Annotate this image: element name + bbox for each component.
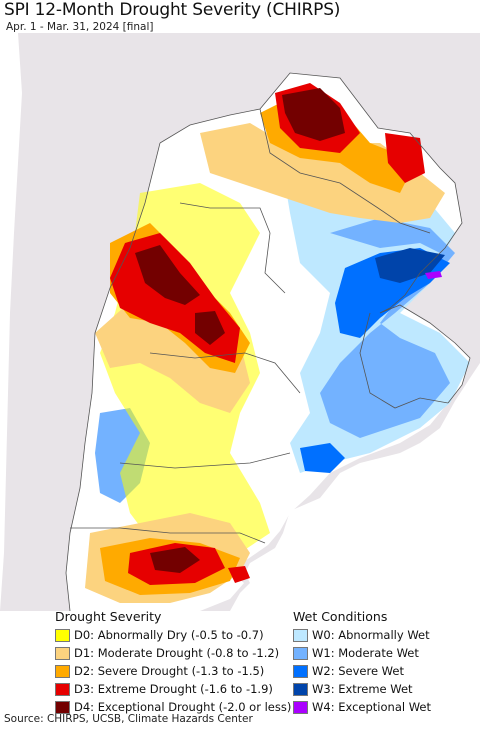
legend-item-d0: D0: Abnormally Dry (-0.5 to -0.7) <box>55 626 291 644</box>
drought-d4-north <box>282 88 345 141</box>
drought-d4-central <box>195 311 225 345</box>
wet-legend: W0: Abnormally Wet W1: Moderate Wet W2: … <box>293 626 431 716</box>
ocean-area <box>230 363 480 611</box>
legend-label-w2: W2: Severe Wet <box>312 664 404 678</box>
map-subtitle: Apr. 1 - Mar. 31, 2024 [final] <box>6 21 154 33</box>
legend-item-d1: D1: Moderate Drought (-0.8 to -1.2) <box>55 644 291 662</box>
legend-item-w3: W3: Extreme Wet <box>293 680 431 698</box>
boundary-lines <box>65 72 471 611</box>
drought-legend: D0: Abnormally Dry (-0.5 to -0.7) D1: Mo… <box>55 626 291 716</box>
legend-label-w4: W4: Exceptional Wet <box>312 700 431 714</box>
legend-item-w2: W2: Severe Wet <box>293 662 431 680</box>
legend-item-d2: D2: Severe Drought (-1.3 to -1.5) <box>55 662 291 680</box>
legend-swatch-d1 <box>55 646 70 660</box>
legend-item-w4: W4: Exceptional Wet <box>293 698 431 716</box>
legend-item-w1: W1: Moderate Wet <box>293 644 431 662</box>
legend-swatch-d4 <box>55 700 70 714</box>
legend-label-d3: D3: Extreme Drought (-1.6 to -1.9) <box>74 682 273 696</box>
legend-label-w0: W0: Abnormally Wet <box>312 628 430 642</box>
pacific-ocean <box>0 33 22 611</box>
legend-swatch-d2 <box>55 664 70 678</box>
source-credit: Source: CHIRPS, UCSB, Climate Hazards Ce… <box>4 713 253 725</box>
legend-swatch-w3 <box>293 682 308 696</box>
legend-swatch-w0 <box>293 628 308 642</box>
legend-label-d2: D2: Severe Drought (-1.3 to -1.5) <box>74 664 265 678</box>
drought-legend-title: Drought Severity <box>55 609 162 624</box>
legend-item-w0: W0: Abnormally Wet <box>293 626 431 644</box>
legend-label-d4: D4: Exceptional Drought (-2.0 or less) <box>74 700 292 714</box>
legend-swatch-w2 <box>293 664 308 678</box>
legend-item-d4: D4: Exceptional Drought (-2.0 or less) <box>55 698 291 716</box>
legend-swatch-w1 <box>293 646 308 660</box>
legend-swatch-w4 <box>293 700 308 714</box>
legend-swatch-d3 <box>55 682 70 696</box>
map-title: SPI 12-Month Drought Severity (CHIRPS) <box>4 0 341 20</box>
drought-d4-south <box>150 547 200 573</box>
legend-label-d1: D1: Moderate Drought (-0.8 to -1.2) <box>74 646 280 660</box>
wet-w1-area <box>320 218 455 438</box>
legend-label-w3: W3: Extreme Wet <box>312 682 413 696</box>
drought-d3-peninsula <box>228 566 250 583</box>
drought-d3-northeast <box>385 133 425 183</box>
legend-swatch-d0 <box>55 628 70 642</box>
drought-d1-area <box>200 123 445 223</box>
wet-w2-south <box>300 443 345 473</box>
drought-d1-west <box>95 288 250 413</box>
drought-d4-west <box>135 245 200 305</box>
legend-label-w1: W1: Moderate Wet <box>312 646 419 660</box>
wet-legend-title: Wet Conditions <box>293 609 388 624</box>
wet-w4-spot <box>425 271 442 279</box>
drought-map <box>0 33 480 611</box>
wet-w3-area <box>375 248 445 283</box>
legend-label-d0: D0: Abnormally Dry (-0.5 to -0.7) <box>74 628 264 642</box>
legend-item-d3: D3: Extreme Drought (-1.6 to -1.9) <box>55 680 291 698</box>
